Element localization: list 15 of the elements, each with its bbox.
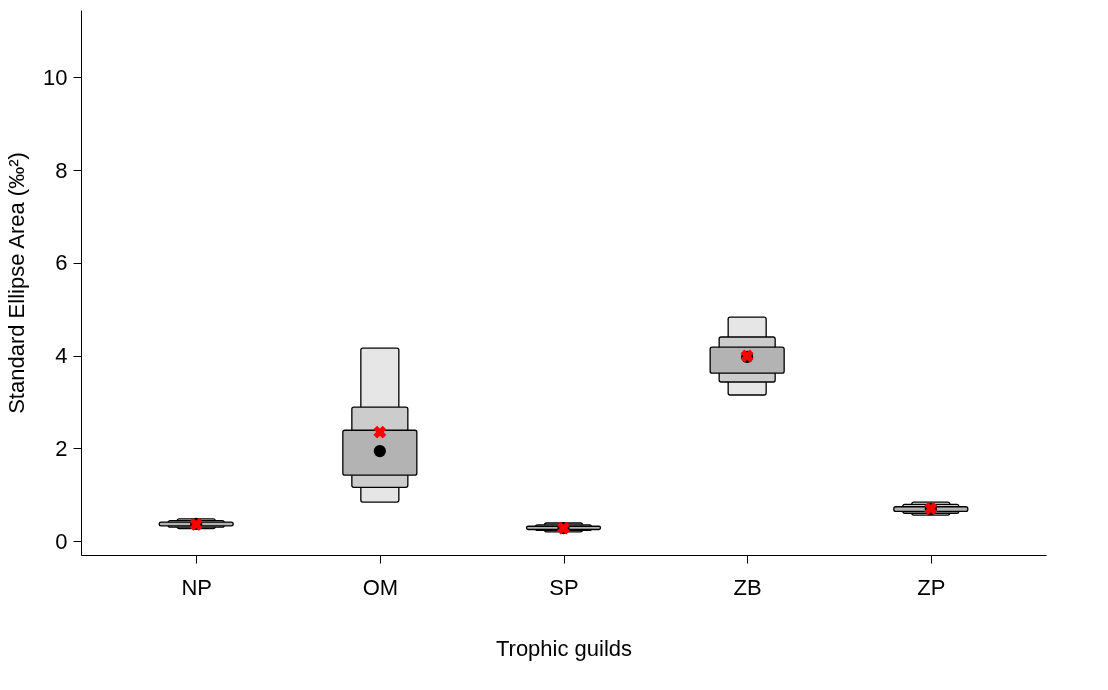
point bbox=[373, 425, 387, 439]
y-tick-label: 6 bbox=[55, 250, 68, 276]
x-tick-label: NP bbox=[181, 574, 212, 600]
y-tick-label: 8 bbox=[55, 157, 68, 183]
x-tick-label: ZB bbox=[733, 574, 762, 600]
y-tick-label: 10 bbox=[43, 64, 68, 90]
y-axis-title: Standard Ellipse Area (‰²) bbox=[4, 152, 30, 414]
x-tick-label: SP bbox=[549, 574, 579, 600]
y-tick-label: 4 bbox=[55, 343, 68, 369]
point bbox=[373, 444, 386, 458]
x-tick-label: OM bbox=[362, 574, 399, 600]
x-axis-title: Trophic guilds bbox=[495, 635, 633, 661]
y-tick-label: 2 bbox=[55, 435, 68, 461]
y-tick-label: 0 bbox=[55, 528, 68, 554]
x-tick-label: ZP bbox=[917, 574, 946, 600]
